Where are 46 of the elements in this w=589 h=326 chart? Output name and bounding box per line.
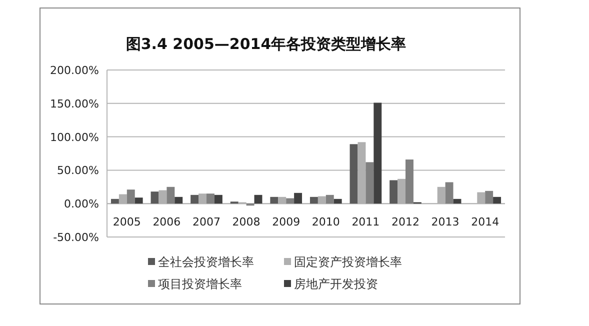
x-tick-label: 2008	[232, 216, 260, 229]
legend-label: 全社会投资增长率	[158, 255, 254, 269]
x-tick-label: 2011	[352, 216, 380, 229]
legend-label: 房地产开发投资	[294, 277, 378, 291]
bar	[190, 194, 199, 204]
bar	[485, 190, 494, 204]
bar	[110, 198, 119, 204]
bar	[334, 198, 342, 204]
x-tick-label: 2005	[112, 216, 141, 229]
y-tick-label: 0.00%	[64, 198, 99, 211]
y-tick-label: -50.00%	[53, 231, 99, 244]
bar	[174, 196, 183, 204]
bar	[214, 194, 222, 204]
bar	[493, 196, 502, 204]
bar	[350, 144, 358, 204]
bar	[374, 102, 382, 204]
bar	[150, 192, 159, 204]
x-tick-label: 2012	[392, 216, 420, 229]
bar	[166, 186, 175, 204]
x-tick-label: 2007	[192, 216, 220, 229]
bar	[294, 192, 302, 204]
bar	[126, 190, 135, 204]
x-tick-label: 2006	[152, 216, 181, 229]
x-tick-label: 2014	[471, 216, 500, 229]
y-tick-label: 50.00%	[57, 164, 99, 178]
bar	[286, 198, 294, 204]
chart-title: 图3.4 2005—2014年各投资类型增长率	[126, 35, 406, 53]
bar	[390, 180, 398, 204]
x-tick-label: 2009	[272, 216, 300, 229]
bar	[406, 160, 414, 204]
y-tick-label: 100.00%	[50, 130, 99, 144]
x-tick-label: 2010	[312, 216, 340, 229]
bar	[445, 182, 454, 204]
bar	[254, 194, 262, 204]
legend-label: 固定资产投资增长率	[294, 255, 402, 269]
y-tick-label: 150.00%	[50, 97, 99, 110]
bar	[310, 196, 318, 204]
bar	[206, 194, 214, 204]
bar	[134, 198, 143, 204]
bar	[366, 162, 374, 204]
y-tick-label: 200.00%	[50, 64, 99, 77]
legend-label: 项目投资增长率	[158, 277, 242, 291]
bar	[326, 194, 334, 204]
bar	[453, 198, 462, 204]
x-tick-label: 2013	[431, 216, 460, 229]
bar	[270, 196, 278, 204]
